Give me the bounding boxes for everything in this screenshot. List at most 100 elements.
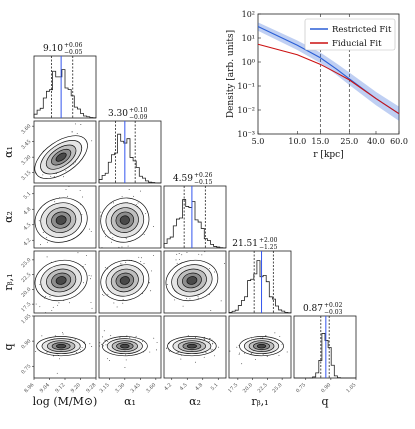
y-axis-label-alpha1: α₁ [2,146,15,158]
panel-frame [98,315,162,379]
param-title-rb1: 21.51 +2.00−1.25 [232,237,277,251]
sample-point [41,335,43,337]
sample-point [122,299,124,300]
sample-point [90,230,92,232]
sample-point [135,335,137,337]
sample-point [116,306,118,308]
sample-point [153,226,154,228]
y-tick-label: 22.5 [20,272,32,284]
x-axis-label-logM: log (M/M⊙) [33,395,98,408]
legend-entry: Restricted Fit [332,25,392,35]
sample-point [83,282,84,284]
y-axis-label-rb1: rᵦ,₁ [2,273,15,290]
sample-point [63,176,64,178]
sample-point [239,352,240,354]
panel-frame [98,185,162,249]
sample-point [241,363,243,365]
y-tick-label: 0.90 [20,338,32,350]
sample-point [39,283,41,285]
y-tick-label: 20.0 [20,287,32,299]
title-plus: +0.26 [194,172,213,179]
sample-point [53,176,55,177]
inset-x-tick-label: 15.0 [311,137,329,146]
y-tick-label: 4.2 [23,237,33,247]
sample-point [153,337,155,339]
sample-point [214,355,215,357]
x-tick-label: 4.8 [194,382,204,392]
inset-x-tick-label: 10.0 [288,137,306,146]
y-tick-label: 4.8 [23,206,33,216]
sample-point [88,275,90,276]
panel-frame [33,185,97,249]
sample-point [197,296,199,298]
legend: Restricted Fit Fiducial Fit [304,18,396,51]
sample-point [169,350,171,352]
contour-level-5 [186,276,198,285]
x-axis-label-alpha2: α₂ [189,395,201,408]
sample-point [212,348,214,350]
contour-level-1 [101,336,148,357]
sample-point [186,252,188,253]
sample-point [42,232,44,233]
sample-point [178,253,180,254]
sample-point [54,335,56,337]
sample-point [121,196,123,198]
x-tick-label: 0.90 [320,382,332,394]
sample-point [50,175,52,177]
sample-point [81,214,83,216]
inset-y-axis-label: Density [arb. units] [226,30,236,118]
contour-level-5 [119,215,130,225]
sample-point [210,348,212,350]
y-tick-label: 5.1 [23,191,33,201]
x-tick-label: 3.15 [99,382,111,394]
sample-point [82,196,84,198]
sample-point [176,253,178,255]
sample-point [208,338,210,340]
sample-point [155,349,157,351]
sample-point [236,346,238,348]
sample-point [204,251,206,253]
inset-x-tick-label: 25.0 [340,137,358,146]
sample-point [149,351,151,353]
sample-point [278,354,280,356]
sample-point [88,228,90,230]
sample-point [166,347,168,349]
sample-point [62,332,63,334]
panel-frame [163,250,227,314]
sample-point [101,343,103,345]
sample-point [38,220,40,222]
panel-frame [98,120,162,184]
series-fiducial [257,43,400,115]
confidence-band [258,22,399,121]
sample-point [125,238,127,240]
sample-point [140,257,142,259]
panel-q-rb1: 17.5 20.0 22.5 25.0 [227,315,292,394]
panel-alpha2-logM: 4.2 4.5 4.8 5.1 [23,185,97,249]
inset-y-tick-label: 10⁰ [242,58,255,67]
x-tick-label: 4.5 [179,382,189,392]
sample-point [71,131,73,133]
sample-point [140,261,142,263]
sample-point [265,335,267,337]
sample-point [102,345,104,347]
param-title-alpha1: 3.30 +0.10−0.09 [108,107,148,121]
sample-point [65,170,67,172]
sample-point [112,237,114,239]
title-minus: −0.15 [194,179,213,186]
sample-point [214,271,215,273]
contour-level-1 [34,135,88,179]
sample-point [178,352,180,354]
inset-y-tick-label: 10⁻³ [237,130,255,139]
sample-point [74,339,76,341]
contour-level-1 [165,259,219,302]
sample-point [148,282,150,284]
y-tick-label: 3.30 [20,154,32,166]
sample-point [178,258,180,260]
panel-frame [33,55,97,119]
density-profile-chart: 5.0 10.0 15.0 25.0 40.0 60.0 10⁻³ 10⁻² 10⁻¹ 10⁰ 10… [226,10,408,160]
sample-point [77,252,79,254]
sample-point [201,254,203,256]
sample-point [102,294,104,296]
sample-point [125,354,127,356]
sample-point [104,339,106,341]
